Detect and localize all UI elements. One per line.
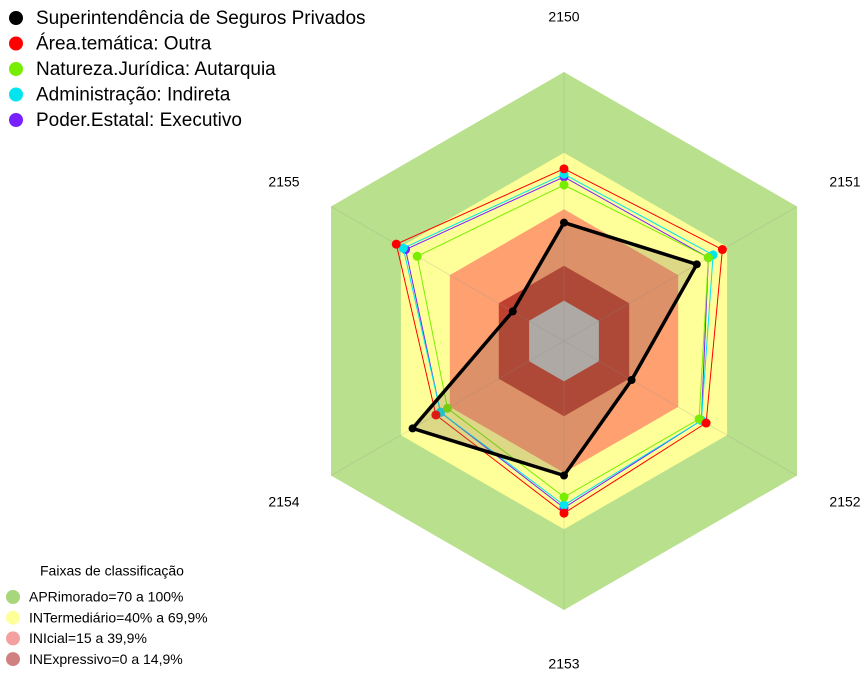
legend: Superintendência de Seguros Privados Área… — [6, 8, 366, 667]
band-legend-marker — [6, 610, 20, 625]
band-legend-marker — [6, 652, 20, 667]
legend-marker — [9, 62, 23, 76]
axis-label: 2152 — [829, 494, 860, 510]
legend-marker — [9, 113, 23, 127]
center-fill — [529, 300, 599, 382]
series-point — [391, 239, 401, 249]
band-legend-label: INTermediário=40% a 69,9% — [29, 609, 208, 625]
series-point — [627, 376, 636, 385]
band-legend-label: APRimorado=70 a 100% — [29, 589, 184, 605]
axis-label: 2151 — [829, 174, 860, 190]
series-point — [560, 471, 568, 480]
legend-label: Administração: Indireta — [36, 85, 231, 106]
series-point — [560, 218, 568, 227]
series-point — [717, 245, 727, 255]
legend-label: Superintendência de Seguros Privados — [36, 8, 366, 29]
series-point — [443, 403, 453, 413]
axis-label: 2153 — [548, 656, 579, 672]
bands-title: Faixas de classificação — [40, 563, 184, 579]
series-point — [701, 418, 711, 428]
series-layer — [391, 164, 727, 518]
series-point — [508, 307, 517, 316]
legend-label: Área.temática: Outra — [36, 34, 212, 55]
series-point — [412, 251, 422, 261]
spoke — [563, 206, 798, 342]
series-point — [431, 410, 441, 420]
series-point — [559, 164, 569, 174]
legend-marker — [9, 36, 23, 51]
band-legend-marker — [6, 631, 20, 646]
series-point — [694, 414, 704, 424]
legend-label: Poder.Estatal: Executivo — [36, 110, 242, 131]
band-legend-marker — [6, 590, 20, 604]
axis-label: 2154 — [268, 494, 299, 510]
legend-marker — [9, 87, 23, 102]
series-point — [559, 508, 569, 518]
spoke — [330, 206, 565, 342]
band-legend-label: INIcial=15 a 39,9% — [29, 630, 147, 646]
series-point — [559, 180, 569, 190]
axis-label: 2155 — [268, 174, 299, 190]
spoke — [563, 340, 798, 476]
series-point — [692, 260, 701, 269]
legend-marker — [9, 11, 23, 25]
series-point — [559, 500, 569, 510]
legend-label: Natureza.Jurídica: Autarquia — [36, 59, 276, 80]
series-point — [398, 243, 408, 253]
series-point — [703, 253, 713, 263]
series-point — [559, 492, 569, 502]
series-point — [408, 424, 417, 433]
axis-label: 2150 — [548, 9, 579, 25]
band-legend-label: INExpressivo=0 a 14,9% — [29, 651, 183, 667]
